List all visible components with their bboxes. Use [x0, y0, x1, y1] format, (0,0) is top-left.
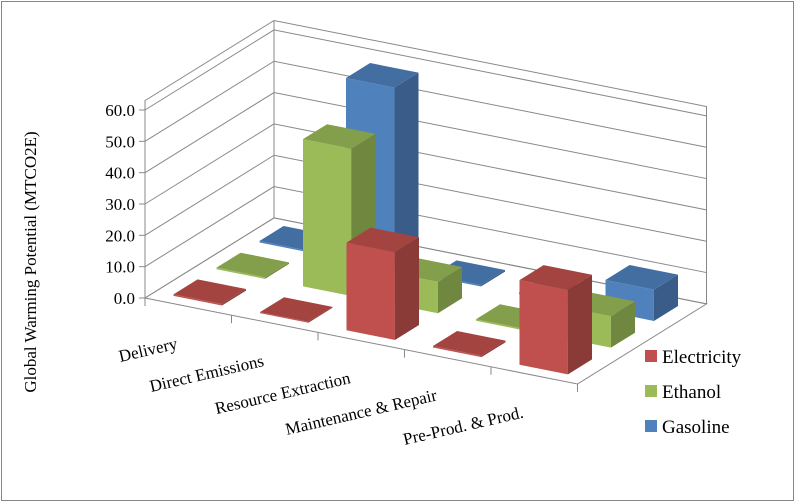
bar-top-face	[519, 265, 593, 290]
legend-label: Electricity	[662, 347, 742, 368]
bar-front-face	[475, 319, 525, 331]
y-tick-label: 0.0	[114, 289, 135, 308]
legend-label: Gasoline	[662, 417, 730, 438]
bar-side-face	[481, 340, 506, 358]
x-category-label: Direct Emissions	[148, 351, 266, 396]
bar-side-face	[480, 270, 506, 287]
bar-side-face	[221, 289, 247, 306]
bar-front-face	[173, 294, 222, 306]
bar-top-face	[605, 265, 679, 290]
bar-electricity-1	[259, 297, 333, 323]
chart-bars	[173, 63, 679, 375]
y-tick-label: 10.0	[105, 258, 135, 277]
bar-top-face	[216, 252, 290, 278]
y-axis-title: Global Warming Potential (MTCO2E)	[21, 131, 40, 392]
bar-top-face	[346, 227, 420, 253]
bar-side-face	[308, 306, 333, 323]
bar-top-face	[259, 297, 333, 322]
bar-electricity-3	[432, 330, 506, 358]
gridline	[144, 29, 707, 117]
legend-label: Ethanol	[662, 382, 721, 403]
bar-electricity-0	[173, 279, 247, 306]
gridline	[144, 123, 707, 211]
gridline	[144, 92, 707, 180]
bar-side-face	[394, 237, 420, 340]
bar-ethanol-0	[216, 252, 290, 279]
bar-side-face	[437, 266, 463, 314]
bar-front-face	[302, 139, 352, 297]
legend-swatch-electricity	[645, 350, 657, 362]
y-tick-label: 20.0	[105, 226, 135, 245]
bar-side-face	[567, 274, 593, 375]
y-tick-label: 40.0	[105, 164, 135, 183]
bar-side-face	[264, 262, 290, 279]
legend-swatch-ethanol	[645, 385, 657, 397]
bar-top-face	[173, 279, 247, 304]
gridline	[144, 186, 707, 274]
bar-top-face	[302, 124, 376, 149]
bar-front-face	[259, 312, 309, 323]
y-tick-label: 30.0	[105, 195, 135, 214]
bar-side-face	[610, 301, 636, 348]
bar-front-face	[216, 267, 265, 279]
x-category-label: Delivery	[117, 334, 180, 366]
legend: Electricity Ethanol Gasoline	[645, 347, 742, 438]
gridline	[144, 60, 707, 148]
gridline	[144, 154, 707, 242]
bar-electricity-4	[519, 265, 593, 375]
bar-front-face	[432, 345, 482, 358]
bar-side-face	[394, 72, 419, 270]
bar-front-face	[519, 280, 568, 375]
bar-side-face	[653, 274, 679, 321]
bar-top-face	[345, 63, 419, 88]
bar-front-face	[259, 240, 308, 253]
y-tick-label: 50.0	[105, 132, 135, 151]
bar-top-face	[432, 330, 506, 356]
y-tick-label: 60.0	[105, 101, 135, 120]
x-category-label: Pre-Prod. & Prod.	[401, 403, 525, 449]
bar-electricity-2	[346, 227, 420, 340]
legend-swatch-gasoline	[645, 420, 657, 432]
bar-front-face	[346, 242, 395, 340]
